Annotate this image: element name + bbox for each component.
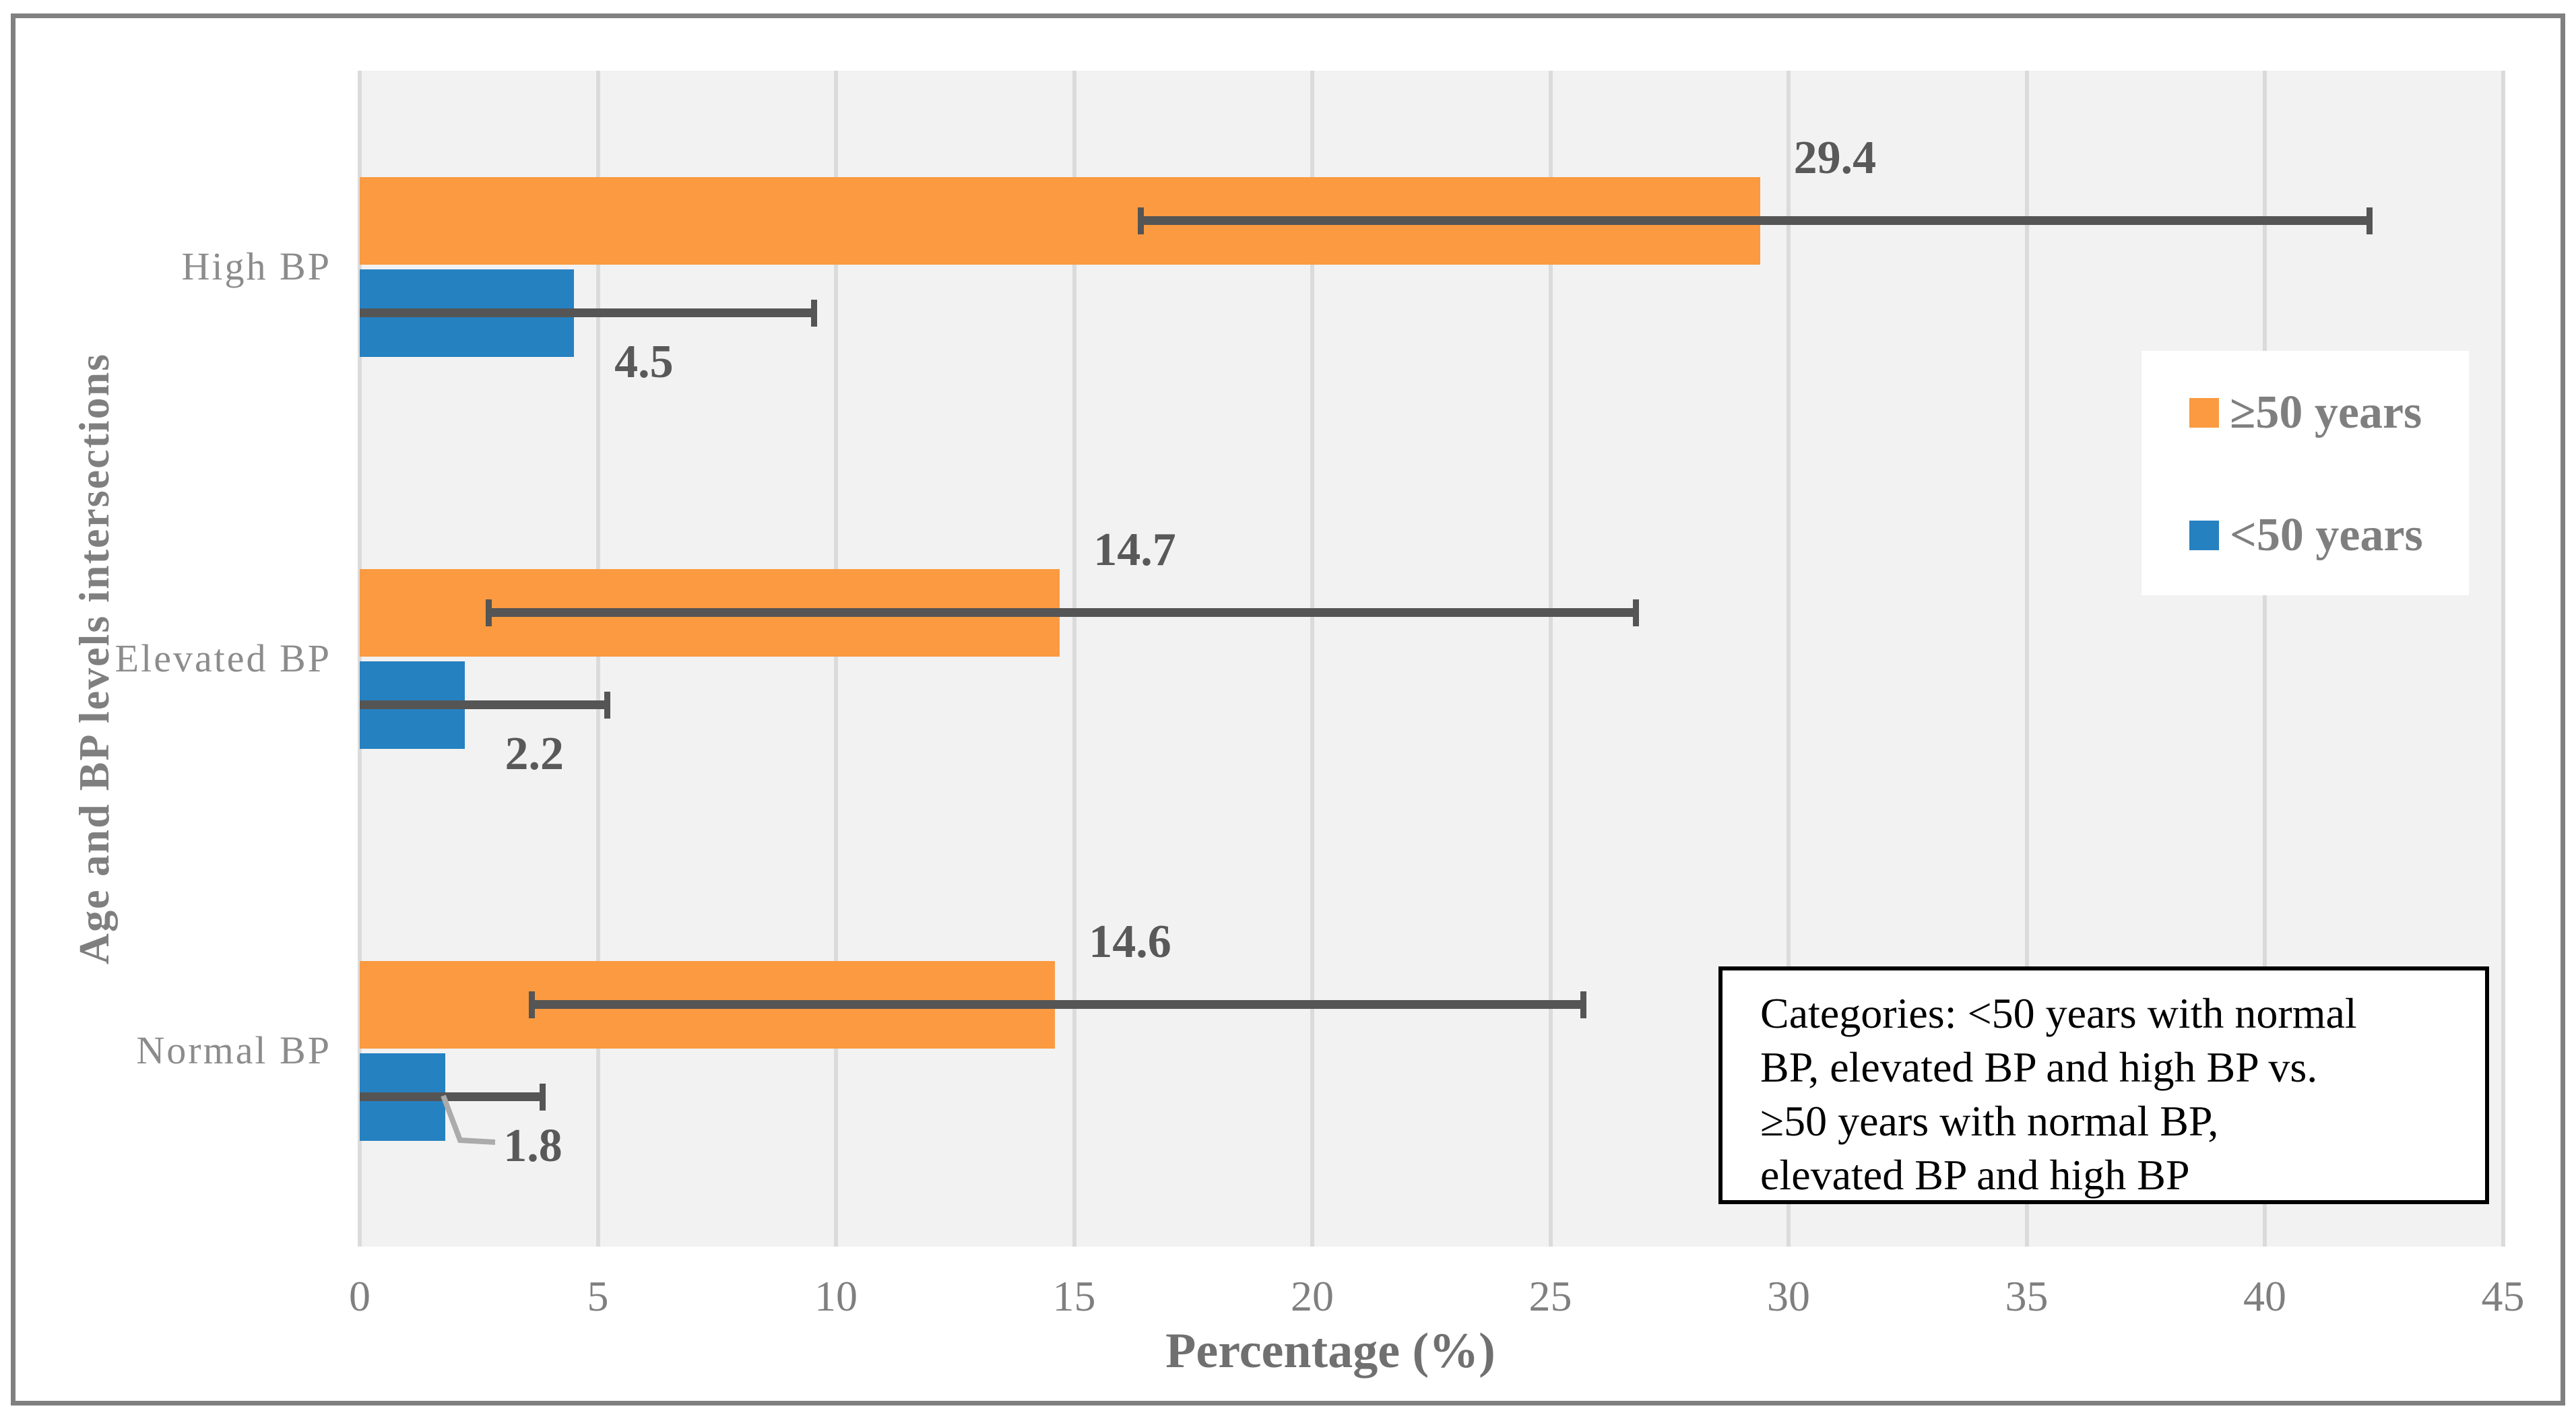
caption-line: ≥50 years with normal BP, [1760, 1097, 2219, 1145]
category-label-normal-bp: Normal BP [136, 1028, 331, 1072]
gridline-0 [358, 71, 362, 1247]
x-tick-label-20: 20 [1291, 1272, 1334, 1320]
error-bar-cap-left [485, 599, 492, 626]
legend-label-lt50: <50 years [2230, 509, 2423, 561]
x-tick-label-0: 0 [349, 1272, 371, 1320]
gridline-5 [595, 71, 600, 1247]
x-tick-label-25: 25 [1528, 1272, 1572, 1320]
gridline-25 [1548, 71, 1553, 1247]
error-bar-cap-left [1138, 207, 1145, 234]
caption-line: BP, elevated BP and high BP vs. [1760, 1043, 2318, 1091]
gridline-45 [2501, 71, 2505, 1247]
x-tick-label-5: 5 [587, 1272, 609, 1320]
x-tick-label-10: 10 [814, 1272, 858, 1320]
gridline-40 [2263, 71, 2267, 1247]
error-bar-line [360, 308, 815, 317]
gridline-15 [1072, 71, 1076, 1247]
error-bar-cap-left [528, 991, 535, 1018]
value-label-14.7: 14.7 [1093, 523, 1176, 576]
value-label-1.8: 1.8 [503, 1119, 562, 1172]
error-bar-line [531, 1000, 1584, 1009]
error-bar-cap-right [2366, 207, 2373, 234]
legend-swatch-lt50 [2189, 521, 2219, 550]
x-axis-title: Percentage (%) [1165, 1323, 1495, 1379]
y-axis-title: Age and BP levels intersections [70, 352, 118, 965]
gridline-35 [2024, 71, 2029, 1247]
error-bar-line [360, 1092, 544, 1101]
error-bar-cap-right [1632, 599, 1639, 626]
x-tick-label-40: 40 [2243, 1272, 2286, 1320]
caption-line: Categories: <50 years with normal [1760, 989, 2357, 1037]
error-bar-line [488, 608, 1636, 617]
legend-swatch-ge50 [2189, 398, 2219, 428]
category-label-high-bp: High BP [181, 244, 331, 288]
caption-box: Categories: <50 years with normal BP, el… [1718, 966, 2489, 1204]
value-label-14.6: 14.6 [1089, 915, 1171, 968]
legend: ≥50 years <50 years [2142, 351, 2469, 595]
value-label-2.2: 2.2 [505, 727, 565, 780]
gridline-10 [834, 71, 838, 1247]
error-bar-cap-right [811, 299, 818, 327]
x-tick-label-45: 45 [2481, 1272, 2525, 1320]
caption-line: elevated BP and high BP [1760, 1151, 2190, 1199]
legend-label-ge50: ≥50 years [2230, 387, 2422, 438]
x-tick-label-15: 15 [1052, 1272, 1096, 1320]
gridline-20 [1310, 71, 1314, 1247]
x-tick-label-30: 30 [1767, 1272, 1810, 1320]
value-label-29.4: 29.4 [1793, 131, 1877, 184]
error-bar-cap-right [540, 1083, 546, 1111]
error-bar-line [1140, 216, 2370, 225]
leader-line [441, 1094, 496, 1145]
error-bar-line [360, 700, 608, 709]
error-bar-cap-right [604, 691, 610, 719]
error-bar-cap-right [1580, 991, 1586, 1018]
category-label-elevated-bp: Elevated BP [115, 636, 331, 680]
x-tick-label-35: 35 [2005, 1272, 2049, 1320]
gridline-30 [1786, 71, 1791, 1247]
value-label-4.5: 4.5 [614, 335, 674, 388]
